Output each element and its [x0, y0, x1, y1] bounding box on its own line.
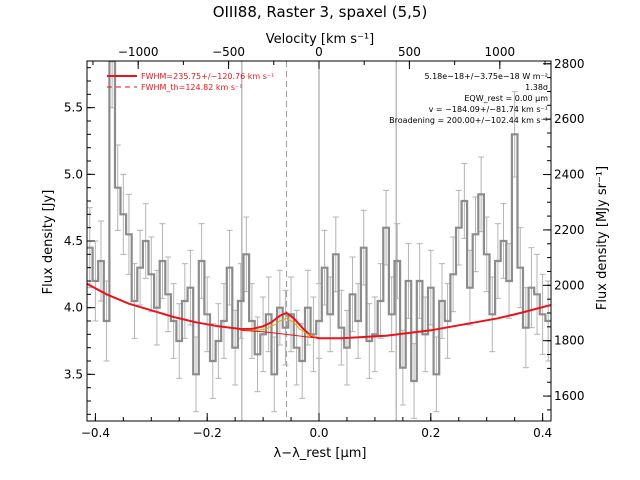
plot-content — [87, 61, 551, 421]
annotation-velocity: v = −184.09+/−81.74 km s⁻¹ — [429, 105, 548, 114]
y-tick-label: 5.0 — [64, 167, 83, 181]
x-tick-label: 0.2 — [421, 426, 440, 440]
y-tick-label: 5.5 — [64, 101, 83, 115]
top-axis-label: Velocity [km s⁻¹] — [266, 32, 374, 47]
right-tick-label: 2400 — [554, 168, 585, 182]
fit-total-line — [87, 282, 551, 340]
right-tick-label: 2200 — [554, 223, 585, 237]
right-tick-label: 2600 — [554, 112, 585, 126]
annotation-broadening: Broadening = 200.00+/−102.44 km s⁻¹ — [389, 116, 548, 125]
x-tick-label: 0.4 — [533, 426, 552, 440]
y-tick-label: 4.5 — [64, 234, 83, 248]
legend: FWHM=235.75+/−120.76 km s⁻¹ FWHM_th=124.… — [107, 72, 274, 92]
y-tick-label: 3.5 — [64, 367, 83, 381]
annotation-flux: 5.18e−18+/−3.75e−18 W m⁻² — [424, 72, 548, 81]
y-tick-label: 4.0 — [64, 301, 83, 315]
fit-gaussian-line — [240, 317, 317, 338]
axes: −0.4 −0.2 0.0 0.2 0.4 −1000 −500 0 500 1000 3.5 4.0… — [64, 45, 585, 440]
top-tick-label: −1000 — [118, 45, 159, 59]
plot-area — [87, 61, 551, 421]
chart-title: OIII88, Raster 3, spaxel (5,5) — [213, 3, 428, 21]
x-axis-label: λ−λ_rest [μm] — [274, 446, 367, 461]
legend-label-fwhm-th: FWHM_th=124.82 km s⁻¹ — [141, 83, 242, 92]
top-tick-label: 500 — [398, 45, 421, 59]
spectrum-step-line — [87, 61, 551, 383]
x-tick-label: −0.4 — [81, 426, 110, 440]
annotation-sigma: 1.38σ — [525, 83, 548, 92]
x-tick-label: 0.0 — [309, 426, 328, 440]
right-tick-label: 2000 — [554, 278, 585, 292]
right-tick-label: 1800 — [554, 334, 585, 348]
x-tick-label: −0.2 — [193, 426, 222, 440]
right-tick-label: 1600 — [554, 389, 585, 403]
fit-annotations: 5.18e−18+/−3.75e−18 W m⁻² 1.38σ EQW_rest… — [389, 72, 548, 125]
right-axis-label: Flux density [MJy sr⁻¹] — [595, 166, 610, 310]
top-tick-label: 1000 — [485, 45, 516, 59]
top-tick-label: 0 — [315, 45, 323, 59]
right-tick-label: 2800 — [554, 57, 585, 71]
legend-label-fwhm: FWHM=235.75+/−120.76 km s⁻¹ — [141, 72, 274, 81]
annotation-eqw: EQW_rest = 0.00 μm — [464, 94, 548, 103]
fit-continuum-line — [240, 329, 320, 339]
top-tick-label: −500 — [212, 45, 245, 59]
y-axis-label: Flux density [Jy] — [41, 190, 56, 295]
